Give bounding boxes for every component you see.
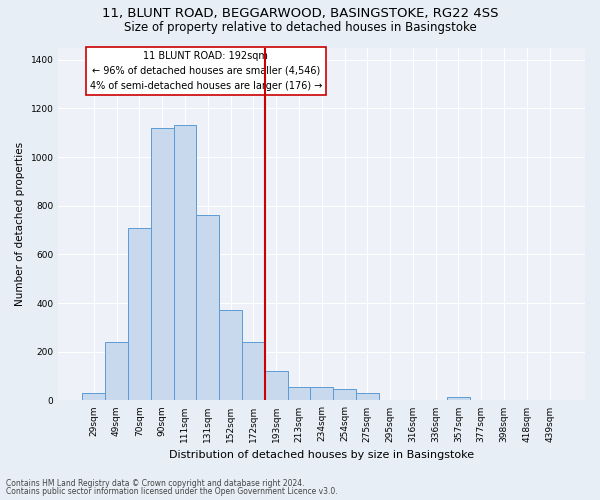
Bar <box>219 310 242 400</box>
Bar <box>310 387 333 400</box>
Bar <box>151 128 173 400</box>
Bar <box>242 342 265 400</box>
X-axis label: Distribution of detached houses by size in Basingstoke: Distribution of detached houses by size … <box>169 450 474 460</box>
Bar <box>105 342 128 400</box>
Bar <box>447 397 470 400</box>
Bar <box>333 390 356 400</box>
Text: Contains public sector information licensed under the Open Government Licence v3: Contains public sector information licen… <box>6 487 338 496</box>
Bar <box>128 228 151 400</box>
Bar <box>265 371 287 400</box>
Y-axis label: Number of detached properties: Number of detached properties <box>15 142 25 306</box>
Text: 11, BLUNT ROAD, BEGGARWOOD, BASINGSTOKE, RG22 4SS: 11, BLUNT ROAD, BEGGARWOOD, BASINGSTOKE,… <box>102 8 498 20</box>
Bar <box>196 216 219 400</box>
Text: Size of property relative to detached houses in Basingstoke: Size of property relative to detached ho… <box>124 21 476 34</box>
Text: Contains HM Land Registry data © Crown copyright and database right 2024.: Contains HM Land Registry data © Crown c… <box>6 478 305 488</box>
Bar <box>82 393 105 400</box>
Bar <box>173 126 196 400</box>
Bar <box>356 393 379 400</box>
Text: 11 BLUNT ROAD: 192sqm
← 96% of detached houses are smaller (4,546)
4% of semi-de: 11 BLUNT ROAD: 192sqm ← 96% of detached … <box>89 51 322 90</box>
Bar <box>287 387 310 400</box>
